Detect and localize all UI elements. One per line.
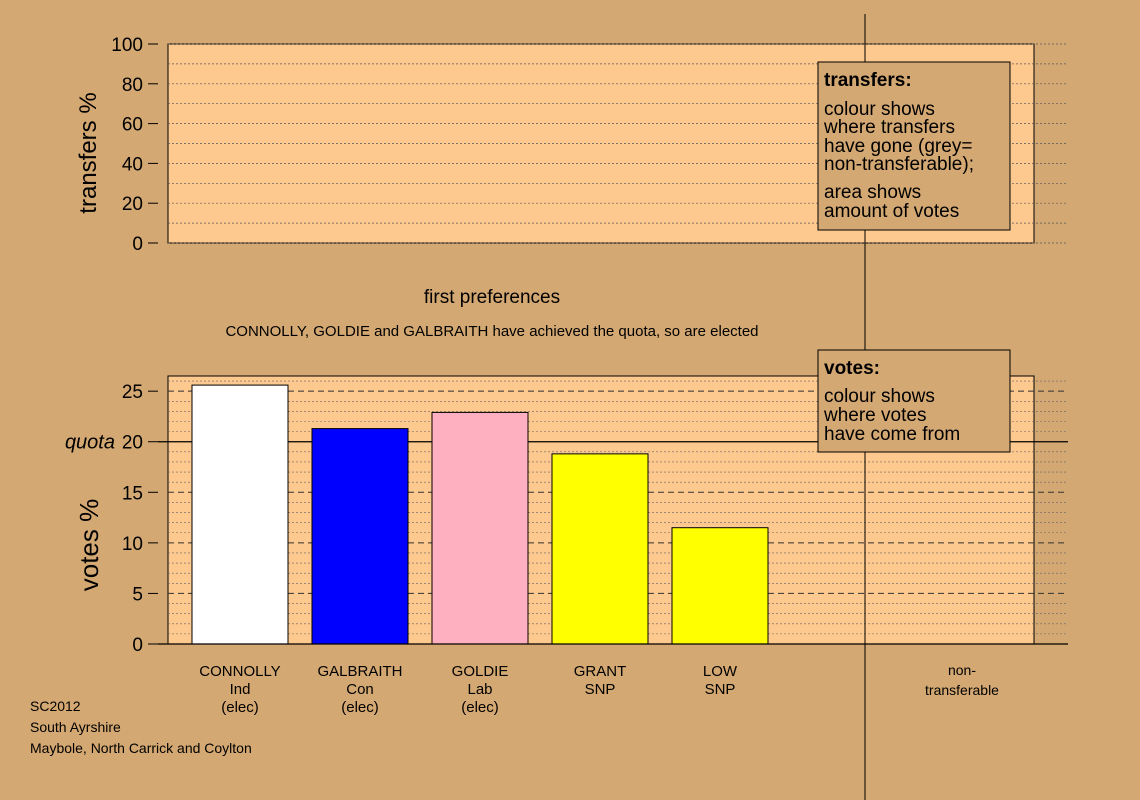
candidate-label: Lab <box>467 681 492 698</box>
votes-note-line: have come from <box>824 424 960 445</box>
stage-title: first preferences <box>424 287 560 308</box>
y-tick-label: 40 <box>122 154 143 175</box>
transfers-note-line: amount of votes <box>824 201 959 222</box>
y-tick-label: 0 <box>132 635 143 656</box>
votes-y-ticks: 0 5 10 15 20 25 <box>122 382 158 656</box>
transfers-note-line: have gone (grey= <box>824 136 972 157</box>
transfers-note-box <box>817 61 1011 231</box>
y-tick-label: 10 <box>122 534 143 555</box>
footer-line: SC2012 <box>30 698 81 714</box>
candidate-label: (elec) <box>221 699 259 716</box>
candidate-labels: CONNOLLYInd(elec)GALBRAITHCon(elec)GOLDI… <box>199 662 999 716</box>
candidate-label: (elec) <box>341 699 379 716</box>
y-tick-label: 100 <box>111 35 143 56</box>
transfers-note: transfers: colour shows where transfers … <box>817 61 1011 231</box>
candidate-label: SNP <box>705 681 736 698</box>
votes-note-box <box>817 349 1011 453</box>
vote-bar <box>551 453 649 645</box>
transfers-note-line: colour shows <box>824 99 935 120</box>
transfers-note-title: transfers: <box>824 70 912 91</box>
transfers-y-ticks: 0 20 40 60 80 100 <box>111 35 158 255</box>
transfers-y-axis-label: transfers % <box>75 92 102 213</box>
vote-bars <box>191 384 769 645</box>
y-tick-label: 15 <box>122 483 143 504</box>
quota-label: quota <box>65 432 115 454</box>
votes-note: votes: colour shows where votes have com… <box>817 349 1011 453</box>
transfers-note-line: area shows <box>824 182 921 203</box>
candidate-label: SNP <box>585 681 616 698</box>
votes-note-line: colour shows <box>824 386 935 407</box>
stage-subtitle: CONNOLLY, GOLDIE and GALBRAITH have achi… <box>225 323 758 340</box>
transfers-note-line: where transfers <box>823 117 955 138</box>
votes-y-axis-label: votes % <box>74 499 104 592</box>
vote-bar <box>311 428 409 645</box>
vote-bar <box>431 411 529 645</box>
candidate-label: Ind <box>230 681 251 698</box>
footer-line: South Ayrshire <box>30 719 121 735</box>
votes-note-line: where votes <box>823 405 926 426</box>
candidate-label: GOLDIE <box>452 663 509 680</box>
y-tick-label: 60 <box>122 115 143 136</box>
candidate-label: GRANT <box>574 663 627 680</box>
non-transferable-label: transferable <box>925 682 999 698</box>
y-tick-label: 5 <box>132 584 143 605</box>
non-transferable-label: non- <box>948 662 976 678</box>
vote-bar <box>191 384 289 645</box>
footer-line: Maybole, North Carrick and Coylton <box>30 740 252 756</box>
y-tick-label: 20 <box>122 194 143 215</box>
vote-bar <box>671 527 769 645</box>
candidate-label: CONNOLLY <box>199 663 280 680</box>
y-tick-label: 80 <box>122 75 143 96</box>
y-tick-label: 0 <box>132 234 143 255</box>
candidate-label: (elec) <box>461 699 499 716</box>
votes-note-title: votes: <box>824 358 880 379</box>
y-tick-label: 25 <box>122 382 143 403</box>
transfers-note-line: non-transferable); <box>824 154 974 175</box>
candidate-label: Con <box>346 681 374 698</box>
candidate-label: GALBRAITH <box>317 663 402 680</box>
candidate-label: LOW <box>703 663 738 680</box>
y-tick-label: 20 <box>122 433 143 454</box>
